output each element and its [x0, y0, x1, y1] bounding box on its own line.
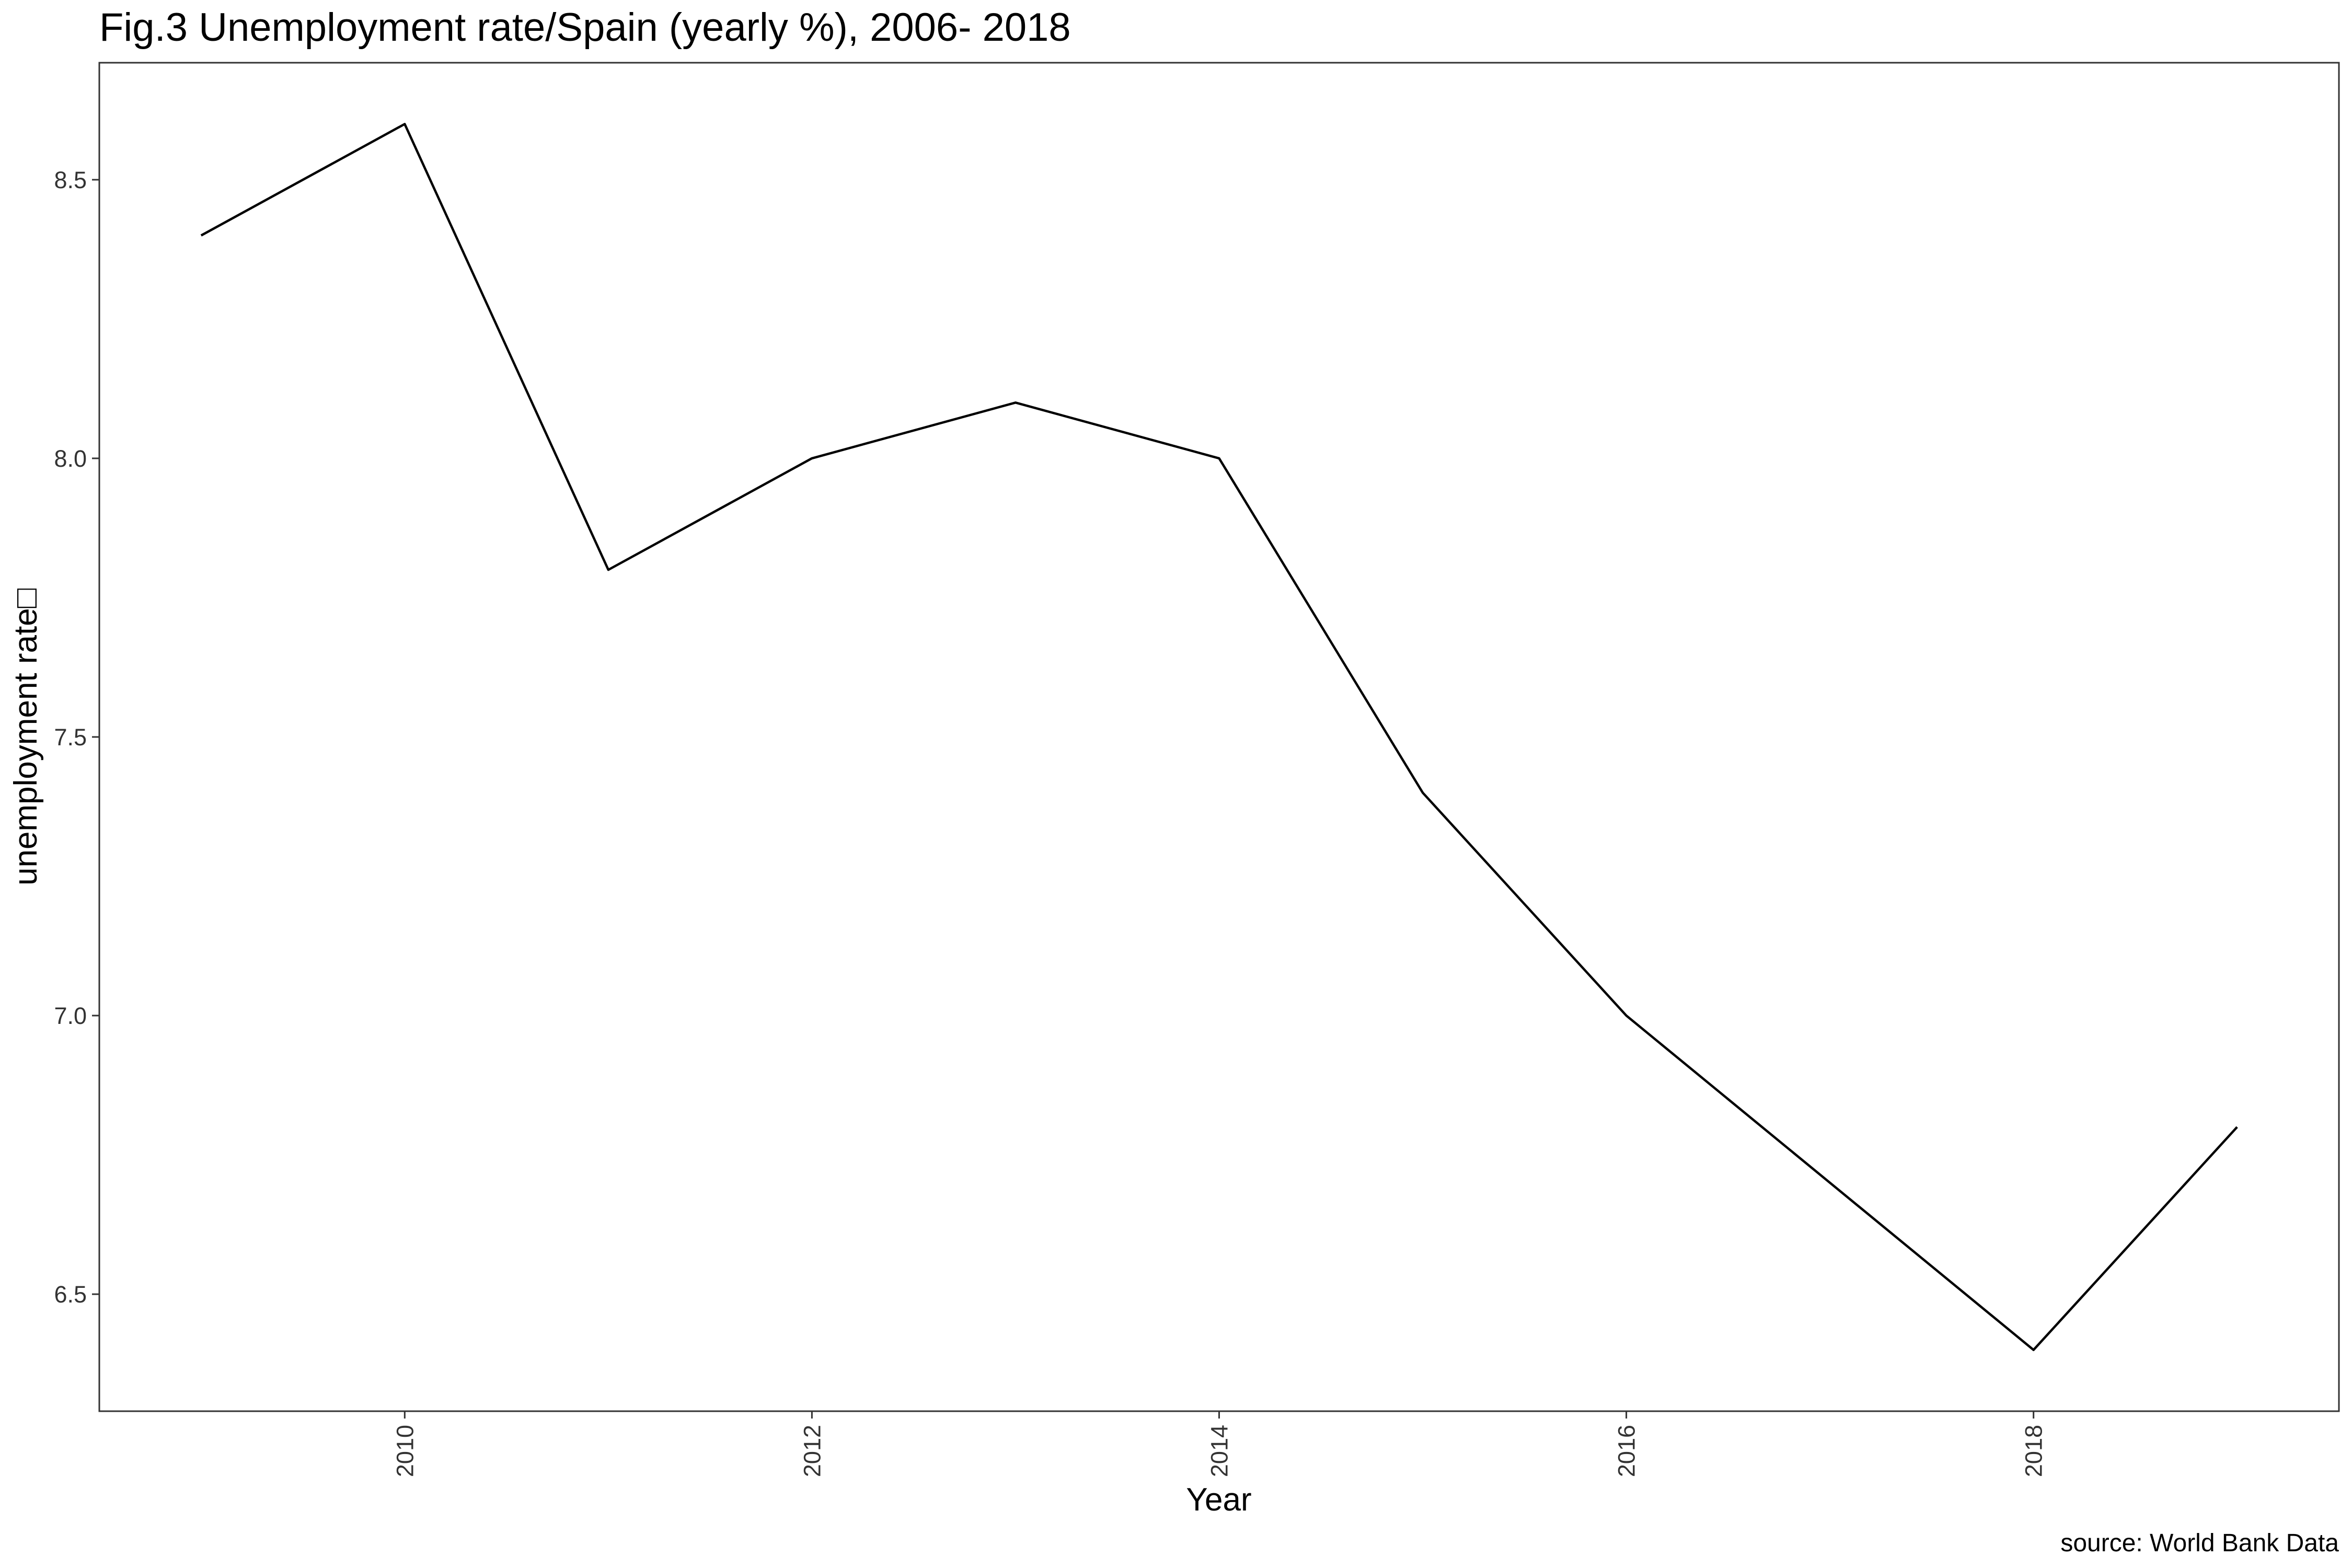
plot-panel [98, 62, 2340, 1412]
chart-title: Fig.3 Unemployment rate/Spain (yearly %)… [99, 5, 1071, 50]
y-tick-label: 8.0 [54, 445, 87, 472]
x-tick-label: 2014 [1206, 1425, 1233, 1477]
y-tick-label: 6.5 [54, 1281, 87, 1308]
x-tick-label: 2010 [391, 1425, 418, 1477]
x-axis: 2010 2012 2014 2016 2018 [391, 1411, 2047, 1477]
series-line [200, 123, 2238, 1351]
source-caption: source: World Bank Data [2060, 1529, 2339, 1557]
y-axis-title: unemployment rate□ [8, 588, 44, 885]
y-tick-label: 8.5 [54, 167, 87, 193]
x-tick-label: 2016 [1613, 1425, 1640, 1477]
x-axis-title: Year [1186, 1482, 1251, 1518]
y-axis: 6.5 7.0 7.5 8.0 8.5 [54, 167, 99, 1308]
y-tick-label: 7.0 [54, 1002, 87, 1029]
x-tick-label: 2012 [799, 1425, 825, 1477]
y-tick-label: 7.5 [54, 724, 87, 751]
x-tick-label: 2018 [2021, 1425, 2047, 1477]
